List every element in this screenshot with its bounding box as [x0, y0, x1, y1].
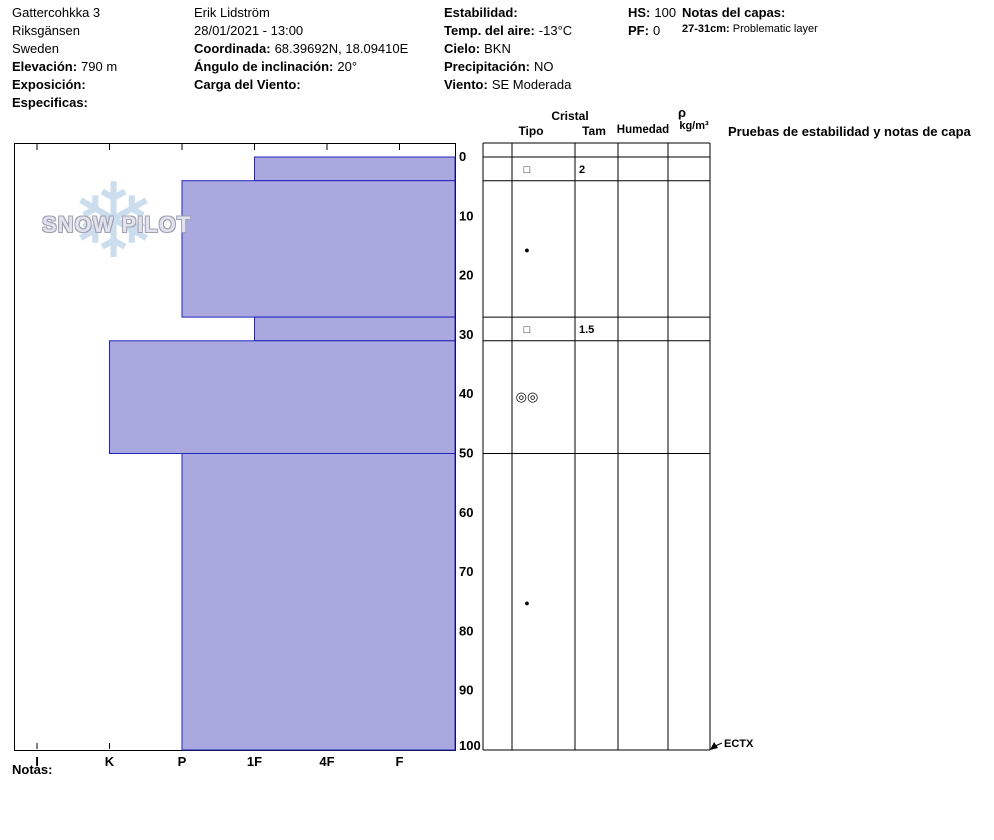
observation-datetime: 28/01/2021 - 13:00	[194, 23, 304, 38]
grain-symbol-rounded-grains: ●	[524, 245, 529, 255]
snow-height: HS: 100	[628, 4, 676, 22]
depth-tick-label: 20	[459, 268, 473, 283]
depth-tick-label: 30	[459, 327, 473, 342]
slope-angle-value: 20°	[337, 59, 358, 74]
precipitation-value: NO	[533, 59, 554, 74]
layer-note-text: Problematic layer	[732, 23, 818, 35]
hardness-axis-label: 1F	[247, 754, 262, 769]
hardness-axis-label: F	[396, 754, 404, 769]
col-header-stability-tests: Pruebas de estabilidad y notas de capa	[728, 124, 971, 139]
logo-text: SNOW PILOT	[42, 212, 192, 237]
hardness-axis-label: K	[105, 754, 115, 769]
sky-cover-label: Cielo:	[444, 41, 481, 56]
snow-layer-bar-31-50	[109, 340, 456, 454]
penetration-foot: PF: 0	[628, 22, 676, 40]
col-header-tam: Tam	[582, 124, 606, 138]
precipitation: Precipitación: NO	[444, 58, 572, 76]
snow-layer-bar-0-4	[254, 156, 456, 182]
col-header-humedad: Humedad	[616, 124, 670, 136]
layer-notes-block: Notas del capas: 27-31cm: Problematic la…	[682, 4, 818, 37]
totals-block: HS: 100 PF: 0	[628, 4, 676, 40]
grain-size-value: 1.5	[579, 324, 594, 336]
col-header-tipo: Tipo	[518, 124, 544, 138]
stability-test-label: ECTX	[724, 738, 754, 750]
snow-height-label: HS:	[628, 5, 651, 20]
snow-layer-bar-4-27	[181, 180, 456, 318]
snow-height-value: 100	[654, 5, 677, 20]
layer-note-item: 27-31cm: Problematic layer	[682, 22, 818, 37]
depth-tick-label: 80	[459, 623, 473, 638]
grain-symbol-faceted-crystals: □	[524, 324, 531, 336]
site-info-block: Gattercohkka 3 Riksgänsen Sweden Elevaci…	[12, 4, 117, 112]
hardness-axis-label: I	[35, 754, 39, 769]
coordinates-label: Coordinada:	[194, 41, 271, 56]
site-elevation-label: Elevación:	[12, 59, 78, 74]
snow-layer-bar-50-100	[181, 453, 456, 751]
depth-tick-label: 40	[459, 386, 473, 401]
site-country: Sweden	[12, 41, 59, 56]
slope-angle: Ángulo de inclinación: 20°	[194, 58, 408, 76]
sky-cover: Cielo: BKN	[444, 40, 572, 58]
coordinates: Coordinada: 68.39692N, 18.09410E	[194, 40, 408, 58]
layer-note-range: 27-31cm:	[682, 23, 730, 35]
site-name: Gattercohkka 3	[12, 5, 101, 20]
air-temp-label: Temp. del aire:	[444, 23, 535, 38]
depth-tick-label: 50	[459, 446, 473, 461]
observer-name: Erik Lidström	[194, 5, 270, 20]
grain-symbol-rounded-clusters: ◎◎	[516, 389, 539, 404]
test-arrow-head-icon	[710, 742, 718, 750]
snow-layer-bar-27-31	[254, 316, 456, 342]
observer-info-block: Erik Lidström 28/01/2021 - 13:00 Coordin…	[194, 4, 408, 94]
col-header-cristal: Cristal	[551, 109, 589, 123]
notes-label: Notas:	[12, 762, 53, 777]
depth-tick-label: 100	[459, 738, 481, 753]
snowflake-icon: ❄	[70, 164, 158, 280]
wind-loading-label: Carga del Viento:	[194, 77, 301, 92]
precipitation-label: Precipitación:	[444, 59, 530, 74]
penetration-foot-value: 0	[652, 23, 661, 38]
stability-label: Estabilidad:	[444, 5, 518, 20]
grain-size-value: 2	[579, 164, 585, 176]
wind-value: SE Moderada	[491, 77, 572, 92]
depth-tick-label: 10	[459, 208, 473, 223]
grain-symbol-faceted-crystals: □	[524, 164, 531, 176]
air-temp-value: -13°C	[538, 23, 573, 38]
conditions-block: Estabilidad: Temp. del aire: -13°C Cielo:…	[444, 4, 572, 94]
site-aspect-label: Exposición:	[12, 77, 86, 92]
layer-notes-title: Notas del capas:	[682, 5, 786, 20]
air-temp: Temp. del aire: -13°C	[444, 22, 572, 40]
coordinates-value: 68.39692N, 18.09410E	[274, 41, 409, 56]
hardness-axis-label: P	[178, 754, 187, 769]
grain-symbol-rounded-grains: ●	[524, 598, 529, 608]
site-elevation: Elevación: 790 m	[12, 58, 117, 76]
depth-tick-label: 0	[459, 149, 466, 164]
site-region: Riksgänsen	[12, 23, 80, 38]
wind: Viento: SE Moderada	[444, 76, 572, 94]
col-header-density-units: kg/m³	[679, 120, 709, 132]
hardness-axis-label: 4F	[319, 754, 334, 769]
col-header-density-rho: ρ	[677, 105, 687, 120]
snowpilot-logo: ❄ SNOW PILOT	[42, 170, 212, 282]
depth-tick-label: 90	[459, 683, 473, 698]
penetration-foot-label: PF:	[628, 23, 649, 38]
site-specifics-label: Especificas:	[12, 95, 88, 110]
depth-tick-label: 70	[459, 564, 473, 579]
site-elevation-value: 790 m	[81, 59, 118, 74]
sky-cover-value: BKN	[484, 41, 511, 56]
slope-angle-label: Ángulo de inclinación:	[194, 59, 334, 74]
depth-tick-label: 60	[459, 505, 473, 520]
wind-label: Viento:	[444, 77, 488, 92]
